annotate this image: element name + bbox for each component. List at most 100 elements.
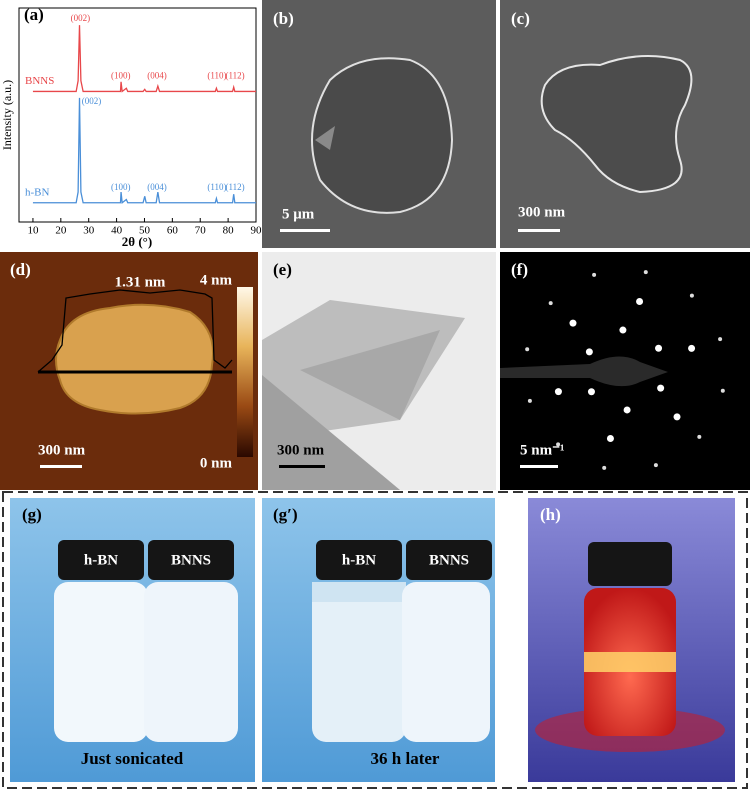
scale-bar-label: 5 μm	[282, 206, 315, 222]
panel-h: (h)	[528, 498, 735, 782]
diffraction-spot	[655, 344, 663, 352]
x-tick-label: 80	[223, 225, 235, 237]
panel-e: (e) 300 nm	[262, 252, 496, 490]
panel-g-prime: (g′) h-BN BNNS 36 h later	[262, 498, 495, 782]
panel-label: (d)	[10, 260, 31, 279]
beam-stop	[500, 356, 668, 387]
panel-label: (g′)	[273, 505, 298, 524]
panel-label: (h)	[540, 505, 561, 524]
panel-label: (c)	[511, 9, 530, 28]
vial-cap	[148, 540, 234, 580]
diffraction-spot	[689, 293, 694, 298]
peak-label: (002)	[71, 13, 91, 23]
y-axis-label: Intensity (a.u.)	[0, 80, 14, 150]
diffraction-spot	[657, 384, 665, 392]
diffraction-spot	[587, 388, 595, 396]
scale-bar	[279, 465, 325, 468]
panel-label: (e)	[273, 260, 292, 279]
vial	[402, 582, 490, 742]
diffraction-spot	[619, 326, 627, 334]
scale-bar-label: 300 nm	[518, 204, 566, 220]
x-tick-label: 60	[167, 225, 179, 237]
nanosheet	[55, 303, 214, 415]
diffraction-spot	[606, 434, 614, 442]
nanosheet	[540, 55, 693, 194]
peak-label: (110)	[207, 182, 226, 192]
panel-label: (g)	[22, 505, 42, 524]
vial	[312, 582, 406, 742]
xrd-line	[32, 97, 256, 204]
nanosheet-layer	[300, 330, 440, 420]
vial	[54, 582, 148, 742]
caption: Just sonicated	[81, 749, 184, 768]
colorbar	[237, 287, 253, 457]
panel-a: (a) Intensity (a.u.) 2θ (°) 10 20 30 40 50 60…	[0, 5, 262, 249]
scale-bar-label: 300 nm	[277, 442, 325, 458]
diffraction-spot	[718, 337, 723, 342]
plot-frame	[18, 7, 257, 223]
diffraction-spot	[556, 442, 561, 447]
diffraction-spot	[697, 434, 702, 439]
peak-label: (112)	[226, 182, 245, 192]
vial-cap	[406, 540, 492, 580]
vial	[144, 582, 238, 742]
height-label: 1.31 nm	[115, 274, 166, 290]
panel-d: (d) 1.31 nm 4 nm 0 nm 300 nm	[0, 252, 258, 490]
panel-label: (f)	[511, 260, 528, 279]
x-axis-label: 2θ (°)	[122, 234, 152, 249]
caption: 36 h later	[371, 749, 440, 768]
diffraction-spot	[688, 344, 696, 352]
peak-label: (110)	[207, 71, 226, 81]
supernatant	[312, 582, 406, 602]
vial-cap	[58, 540, 144, 580]
panel-label: (a)	[24, 5, 44, 24]
x-tick-label: 50	[139, 225, 151, 237]
diffraction-spot	[643, 270, 648, 275]
diffraction-spot	[720, 388, 725, 393]
peak-label: (100)	[111, 182, 131, 192]
diffraction-spot	[623, 406, 631, 414]
diffraction-spot	[585, 348, 593, 356]
height-profile	[37, 289, 233, 373]
diffraction-spot	[602, 465, 607, 470]
vial-label: BNNS	[171, 552, 211, 568]
xrd-line	[32, 25, 256, 93]
diffraction-spot	[548, 301, 553, 306]
peak-label: (004)	[147, 182, 167, 192]
series-label: BNNS	[25, 75, 54, 87]
panel-f: (f) 5 nm⁻¹	[500, 252, 750, 490]
vial-label: h-BN	[342, 552, 376, 568]
x-tick-label: 90	[251, 225, 263, 237]
scale-bar	[520, 465, 558, 468]
scale-bar-label: 5 nm⁻¹	[520, 442, 565, 458]
diffraction-spot	[673, 413, 681, 421]
x-tick-label: 20	[55, 225, 67, 237]
peak-label: (100)	[111, 71, 131, 81]
scale-bar	[40, 465, 82, 468]
nanosheet	[311, 57, 454, 214]
vial-label: h-BN	[84, 552, 118, 568]
diffraction-spot	[554, 388, 562, 396]
peak-label: (112)	[226, 71, 245, 81]
scale-bar-label: 300 nm	[38, 442, 86, 458]
peak-label: (002)	[82, 96, 102, 106]
series-label: h-BN	[25, 186, 50, 198]
fold	[315, 126, 335, 150]
diffraction-spot	[636, 298, 644, 306]
x-tick-label: 10	[27, 225, 39, 237]
panel-c: (c) 300 nm	[500, 0, 750, 248]
vial-cap	[588, 542, 672, 586]
x-tick-label: 70	[195, 225, 207, 237]
peak-label: (004)	[147, 71, 167, 81]
panel-g: (g) h-BN BNNS Just sonicated	[10, 498, 255, 782]
panel-label: (b)	[273, 9, 294, 28]
dashed-frame	[2, 491, 748, 789]
panel-b: (b) 5 μm	[262, 0, 496, 248]
diffraction-spot	[592, 272, 597, 277]
vial-label: BNNS	[429, 552, 469, 568]
scale-bar	[280, 229, 330, 232]
x-tick-label: 30	[83, 225, 95, 237]
vial-cap	[316, 540, 402, 580]
colorbar-max: 4 nm	[200, 272, 233, 288]
